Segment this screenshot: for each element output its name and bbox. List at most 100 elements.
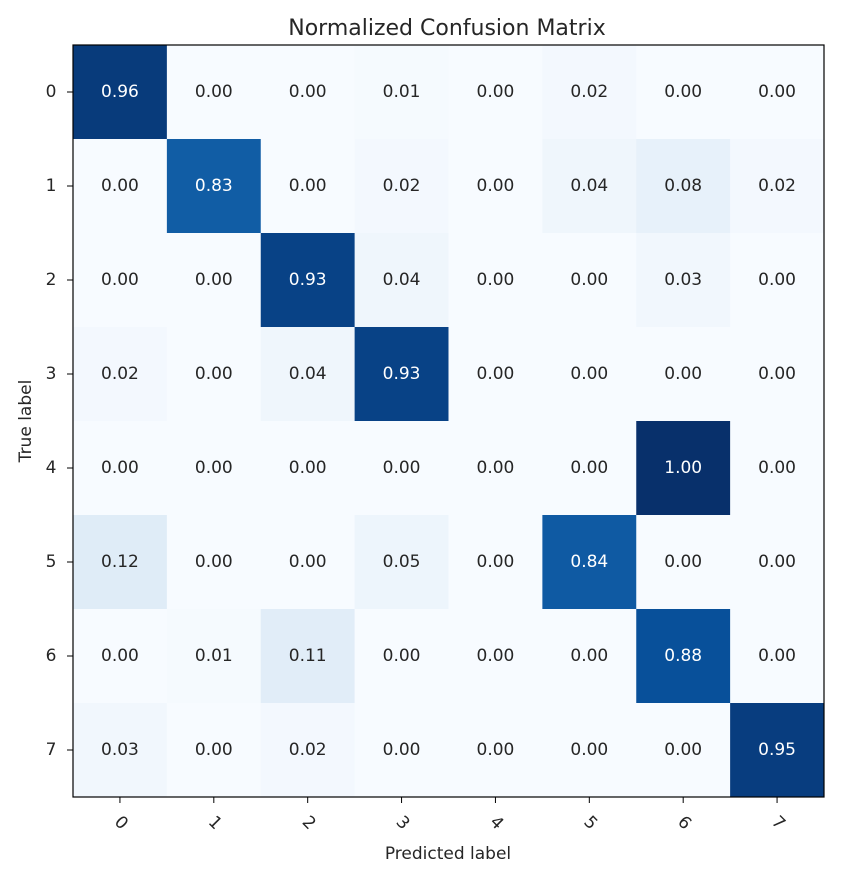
cell-value-r4-c3: 0.00	[383, 458, 421, 478]
heatmap-cell-r1-c3	[354, 139, 449, 234]
heatmap-cell-r1-c4	[448, 139, 543, 234]
heatmap-cell-r5-c3	[354, 515, 449, 610]
heatmap-cell-r4-c2	[260, 421, 356, 516]
cell-value-r0-c0: 0.96	[101, 82, 139, 102]
cell-value-labels: 0.96 0.00 0.00 0.01 0.00 0.02 0.00 0.00 0.00 0.83…	[101, 82, 796, 760]
cell-value-r6-c7: 0.00	[758, 646, 796, 666]
heatmap-cell-r6-c1	[166, 609, 262, 704]
heatmap-cell-r6-c4	[448, 609, 543, 704]
cell-value-r7-c2: 0.02	[289, 740, 327, 760]
heatmap-cell-r5-c1	[166, 515, 262, 610]
cell-value-r7-c6: 0.00	[664, 740, 702, 760]
heatmap-cell-r5-c0	[73, 515, 168, 610]
y-tick-label-0: 0	[46, 82, 57, 102]
heatmap-cell-r2-c1	[166, 233, 262, 328]
heatmap-cell-r6-c6	[636, 609, 731, 704]
cell-value-r1-c7: 0.02	[758, 176, 796, 196]
cell-value-r5-c3: 0.05	[383, 552, 421, 572]
heatmap-cell-r3-c7	[730, 327, 825, 422]
heatmap-cell-r0-c3	[354, 45, 449, 140]
cell-value-r4-c2: 0.00	[289, 458, 327, 478]
heatmap-cell-r0-c4	[448, 45, 543, 140]
cell-value-r1-c3: 0.02	[383, 176, 421, 196]
heatmap-cell-r6-c0	[73, 609, 168, 704]
cell-value-r2-c5: 0.00	[570, 270, 608, 290]
heatmap-cell-r1-c5	[542, 139, 637, 234]
x-tick-label-5: 5	[579, 812, 601, 834]
cell-value-r4-c0: 0.00	[101, 458, 139, 478]
cell-value-r6-c4: 0.00	[477, 646, 515, 666]
heatmap-cell-r5-c6	[636, 515, 731, 610]
chart-title: Normalized Confusion Matrix	[288, 16, 605, 41]
plot-frame	[72, 44, 825, 798]
cell-value-r3-c3: 0.93	[383, 364, 421, 384]
cell-value-r2-c1: 0.00	[195, 270, 233, 290]
cell-value-r4-c7: 0.00	[758, 458, 796, 478]
heatmap-cell-r4-c3	[354, 421, 449, 516]
heatmap-cell-r1-c0	[73, 139, 168, 234]
x-axis-label: Predicted label	[385, 844, 511, 864]
heatmap-cell-r4-c5	[542, 421, 637, 516]
cell-value-r1-c2: 0.00	[289, 176, 327, 196]
heatmap-cell-r3-c2	[260, 327, 356, 422]
cell-value-r5-c2: 0.00	[289, 552, 327, 572]
heatmap-cell-r2-c6	[636, 233, 731, 328]
cell-value-r5-c4: 0.00	[477, 552, 515, 572]
heatmap-cell-r4-c4	[448, 421, 543, 516]
cell-value-r2-c7: 0.00	[758, 270, 796, 290]
heatmap-cell-r0-c1	[166, 45, 262, 140]
heatmap-cell-r7-c3	[354, 703, 449, 798]
cell-value-r3-c2: 0.04	[289, 364, 327, 384]
cell-value-r6-c2: 0.11	[289, 646, 327, 666]
cell-value-r7-c1: 0.00	[195, 740, 233, 760]
cell-value-r5-c7: 0.00	[758, 552, 796, 572]
x-tick-label-2: 2	[298, 812, 320, 834]
cell-value-r7-c7: 0.95	[758, 740, 796, 760]
heatmap-cell-r1-c7	[730, 139, 825, 234]
cell-value-r5-c6: 0.00	[664, 552, 702, 572]
x-tick-label-1: 1	[204, 812, 226, 834]
y-axis-label: True label	[16, 380, 36, 464]
cell-value-r5-c0: 0.12	[101, 552, 139, 572]
cell-value-r3-c5: 0.00	[570, 364, 608, 384]
heatmap-cell-r6-c5	[542, 609, 637, 704]
cell-value-r3-c1: 0.00	[195, 364, 233, 384]
heatmap-cell-r2-c2	[260, 233, 356, 328]
cell-value-r3-c6: 0.00	[664, 364, 702, 384]
heatmap-cell-r5-c7	[730, 515, 825, 610]
y-axis-ticks: 0 1 2 3 4 5 6 7	[46, 82, 73, 760]
heatmap-cells	[73, 45, 825, 798]
x-axis-ticks: 0 1 2 3 4 5 6 7	[110, 797, 789, 834]
cell-value-r3-c4: 0.00	[477, 364, 515, 384]
cell-value-r3-c7: 0.00	[758, 364, 796, 384]
heatmap-cell-r4-c1	[166, 421, 262, 516]
y-tick-label-6: 6	[46, 646, 57, 666]
y-tick-label-4: 4	[46, 458, 57, 478]
heatmap-cell-r2-c7	[730, 233, 825, 328]
cell-value-r0-c7: 0.00	[758, 82, 796, 102]
heatmap-cell-r3-c0	[73, 327, 168, 422]
heatmap-cell-r2-c5	[542, 233, 637, 328]
cell-value-r1-c0: 0.00	[101, 176, 139, 196]
y-tick-label-5: 5	[46, 552, 57, 572]
cell-value-r5-c1: 0.00	[195, 552, 233, 572]
heatmap-cell-r4-c0	[73, 421, 168, 516]
heatmap-cell-r1-c1	[166, 139, 262, 234]
cell-value-r7-c3: 0.00	[383, 740, 421, 760]
heatmap-cell-r7-c0	[73, 703, 168, 798]
heatmap-cell-r3-c1	[166, 327, 262, 422]
heatmap-cell-r4-c6	[636, 421, 731, 516]
cell-value-r7-c5: 0.00	[570, 740, 608, 760]
x-tick-label-6: 6	[673, 812, 695, 834]
cell-value-r1-c5: 0.04	[570, 176, 608, 196]
cell-value-r2-c6: 0.03	[664, 270, 702, 290]
x-tick-label-3: 3	[392, 812, 414, 834]
cell-value-r0-c3: 0.01	[383, 82, 421, 102]
cell-value-r6-c1: 0.01	[195, 646, 233, 666]
heatmap-cell-r0-c5	[542, 45, 637, 140]
heatmap-cell-r2-c0	[73, 233, 168, 328]
heatmap-cell-r1-c6	[636, 139, 731, 234]
heatmap-cell-r7-c6	[636, 703, 731, 798]
cell-value-r3-c0: 0.02	[101, 364, 139, 384]
